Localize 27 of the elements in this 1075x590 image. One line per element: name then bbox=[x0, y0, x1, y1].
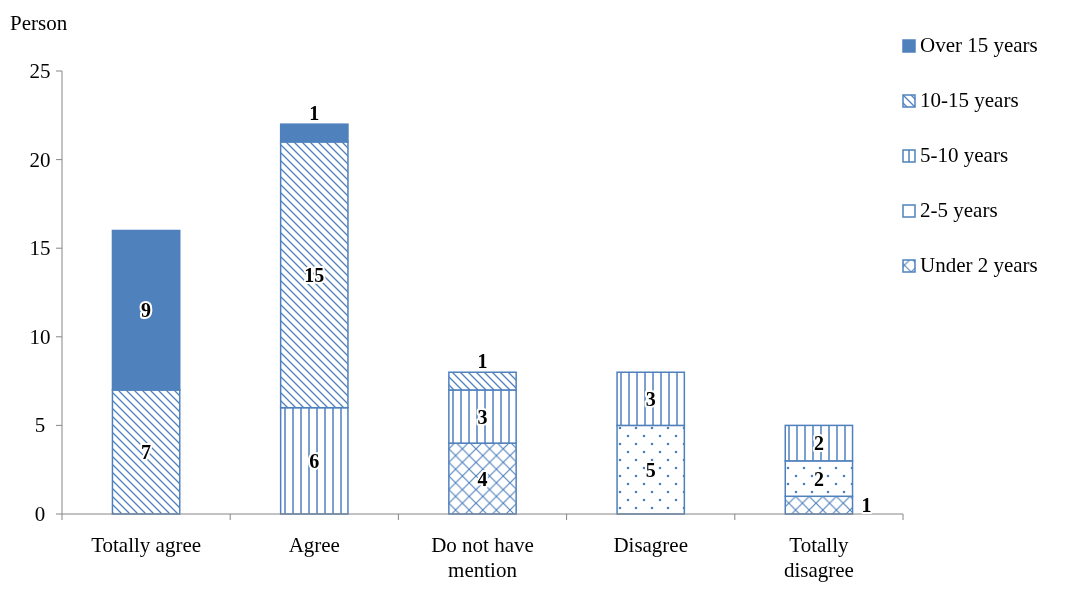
data-label: 9 bbox=[141, 299, 152, 322]
data-label: 2 bbox=[813, 467, 824, 490]
y-tick-label: 10 bbox=[29, 324, 51, 349]
legend-label: Under 2 years bbox=[920, 253, 1038, 277]
data-label: 1 bbox=[309, 102, 320, 125]
x-tick-label: Agree bbox=[288, 533, 340, 557]
x-tick-label: Totally agree bbox=[91, 533, 202, 557]
data-label: 1 bbox=[477, 350, 488, 373]
y-tick-label: 0 bbox=[34, 502, 46, 526]
data-label: 5 bbox=[645, 458, 656, 481]
data-label: 2 bbox=[813, 432, 824, 455]
data-label: 3 bbox=[645, 387, 656, 410]
legend-label: 5-10 years bbox=[920, 143, 1009, 167]
legend-label: 2-5 years bbox=[920, 198, 998, 222]
x-tick-label: Totally disagree bbox=[783, 533, 854, 582]
y-tick-label: 15 bbox=[29, 236, 51, 261]
y-axis-title: Person bbox=[10, 11, 68, 35]
legend-label: Over 15 years bbox=[920, 33, 1038, 57]
y-tick-label: 5 bbox=[34, 413, 46, 438]
legend-label: 10-15 years bbox=[920, 88, 1019, 112]
data-label: 3 bbox=[477, 405, 488, 428]
data-label: 6 bbox=[309, 449, 320, 472]
y-tick-label: 25 bbox=[29, 59, 51, 83]
x-tick-label: Do not have mention bbox=[431, 533, 534, 582]
data-label: 1 bbox=[861, 494, 872, 517]
y-tick-label: 20 bbox=[29, 147, 51, 172]
x-tick-label: Disagree bbox=[613, 533, 689, 557]
